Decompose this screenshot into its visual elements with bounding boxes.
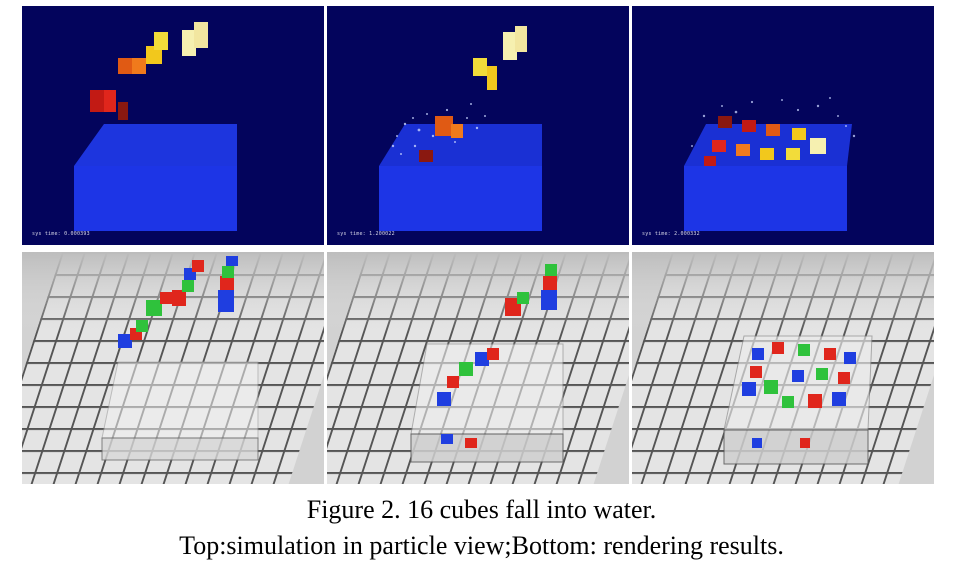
panel-divider [324,252,327,484]
particle-panel-2: sys time: 1.200022 [327,6,629,245]
panel-divider [324,6,327,245]
particle-panel-1: sys time: 0.000393 [22,6,324,245]
figure-caption-description: Top:simulation in particle view;Bottom: … [179,531,784,560]
falling-cubes [118,256,238,348]
falling-cubes [437,264,557,448]
panel-divider [629,6,632,245]
particle-panel-3: sys time: 2.000332 [632,6,934,245]
particle-view-row: sys time: 0.000393 sys time: [22,6,934,245]
particle-frame-2-image [327,6,629,245]
panel-divider [629,252,632,484]
sim-time-stamp: sys time: 1.200022 [337,231,395,237]
render-frame-2-image [327,252,629,484]
floating-cubes [742,342,856,448]
particle-frame-3-image [632,6,934,245]
particle-frame-1-image [22,6,324,245]
floating-cubes [704,116,826,166]
render-panel-2 [327,252,629,484]
sim-time-stamp: sys time: 0.000393 [32,231,90,237]
sim-time-stamp: sys time: 2.000332 [642,231,700,237]
splash-particles [691,97,856,147]
figure-caption-title: Figure 2. 16 cubes fall into water. [306,495,657,524]
render-frame-1-image [22,252,324,484]
render-panel-1 [22,252,324,484]
render-panel-3 [632,252,934,484]
falling-cubes [90,22,208,120]
rendering-row [22,252,934,484]
render-frame-3-image [632,252,934,484]
